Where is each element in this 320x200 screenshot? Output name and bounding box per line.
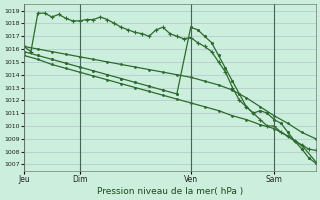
X-axis label: Pression niveau de la mer( hPa ): Pression niveau de la mer( hPa ): [97, 187, 243, 196]
